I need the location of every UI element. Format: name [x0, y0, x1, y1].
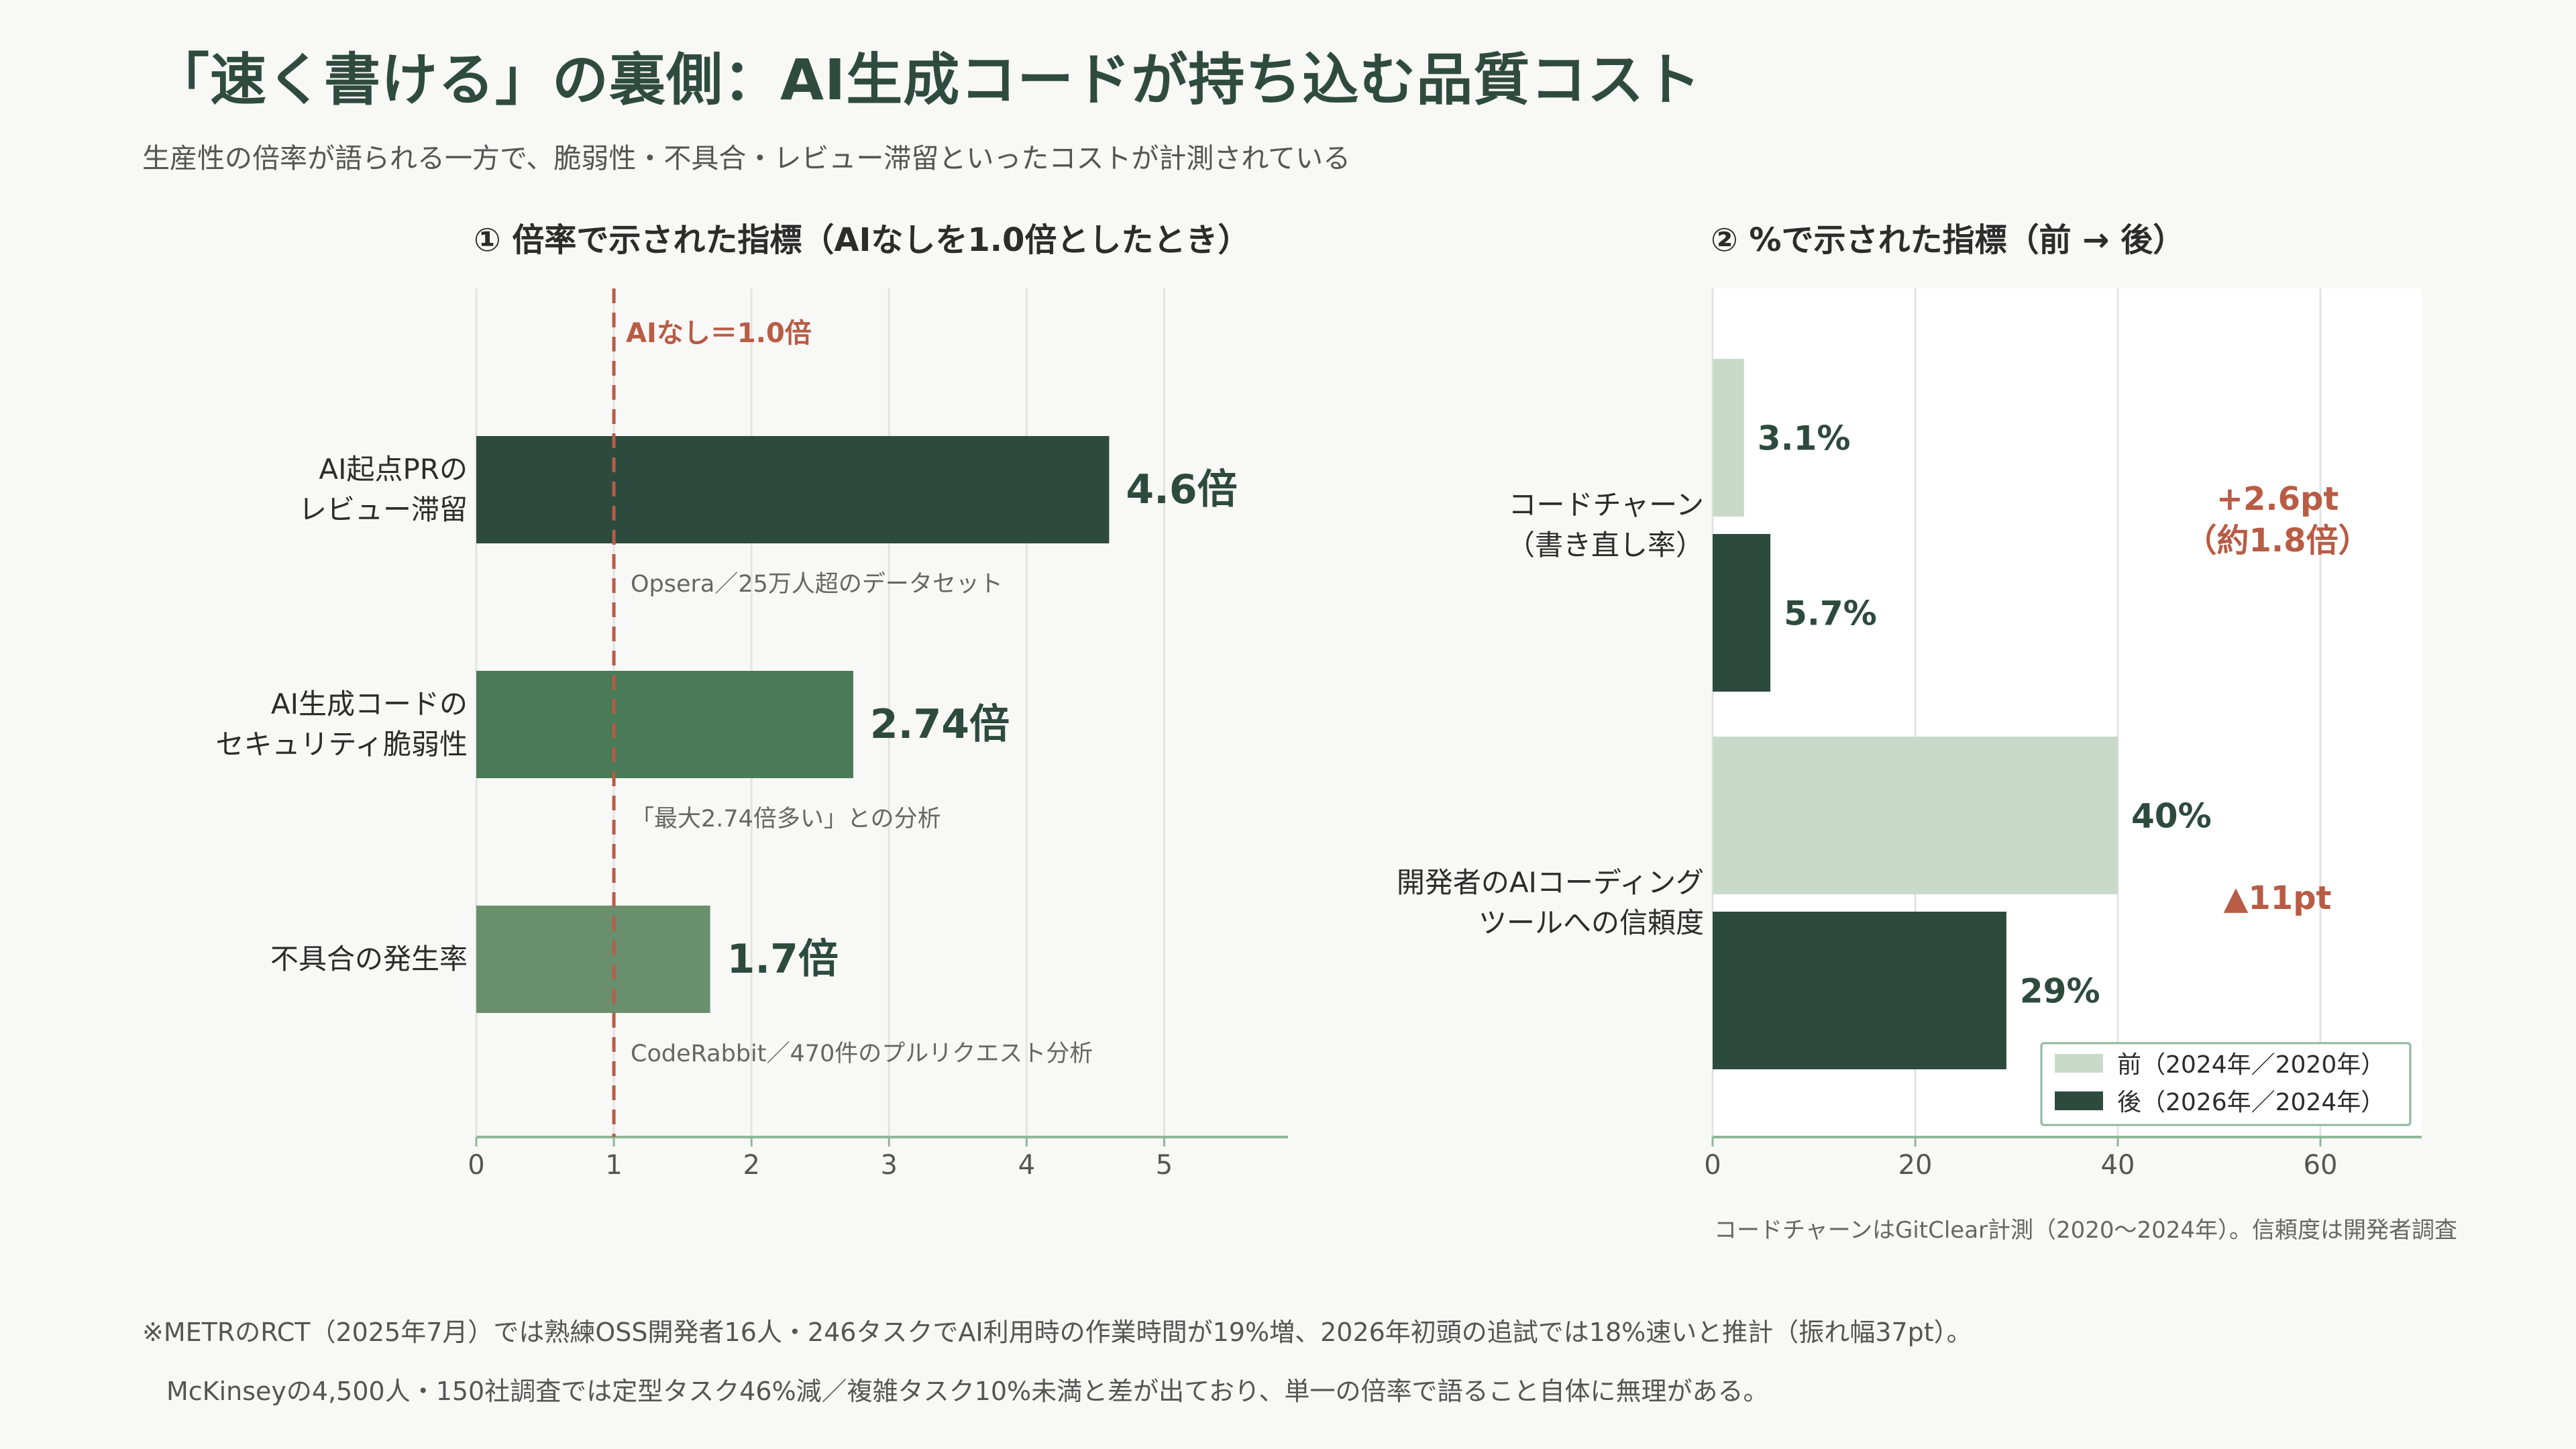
chart2-category-label: 開発者のAIコーディング [1397, 866, 1704, 899]
chart1-value-label: 1.7倍 [727, 936, 839, 983]
chart1-category-label: AI起点PRの [319, 453, 468, 486]
footnote-line-1: ※METRのRCT（2025年7月）では熟練OSS開発者16人・246タスクでA… [142, 1318, 1972, 1347]
chart2-bar [1713, 359, 1744, 517]
chart1-bar [476, 436, 1110, 543]
chart1-reference-label: AIなし＝1.0倍 [626, 318, 812, 349]
chart2-category-label: （書き直し率） [1507, 529, 1704, 561]
chart1-value-label: 4.6倍 [1126, 466, 1237, 513]
page-title: 「速く書ける」の裏側：AI生成コードが持ち込む品質コスト [153, 47, 1702, 113]
chart1-tick-label: 2 [743, 1150, 759, 1181]
chart1-bar [476, 671, 853, 778]
chart1-source-label: 「最大2.74倍多い」との分析 [631, 806, 941, 833]
source-note: コードチャーンはGitClear計測（2020〜2024年）。信頼度は開発者調査 [1714, 1217, 2458, 1244]
chart1-category-label: 不具合の発生率 [270, 943, 468, 975]
chart1-tick-label: 5 [1156, 1150, 1173, 1181]
chart1-bar [476, 906, 710, 1013]
chart1-title: ① 倍率で示された指標（AIなしを1.0倍としたとき） [474, 221, 1250, 259]
chart2-value-label: 5.7% [1784, 594, 1877, 633]
chart1-tick-label: 0 [468, 1150, 484, 1181]
chart2-legend-swatch [2055, 1054, 2103, 1073]
chart1-category-label: セキュリティ脆弱性 [216, 728, 468, 761]
footnote-line-2: McKinseyの4,500人・150社調査では定型タスク46%減／複雑タスク1… [166, 1377, 1769, 1406]
chart1-tick-label: 4 [1018, 1150, 1035, 1181]
chart1-tick-label: 1 [605, 1150, 622, 1181]
chart2-value-label: 3.1% [1758, 419, 1851, 458]
chart2-legend-swatch [2055, 1091, 2103, 1110]
chart2-annotation: ▲11pt [2223, 879, 2331, 917]
chart2-value-label: 40% [2131, 797, 2212, 836]
chart2-value-label: 29% [2020, 972, 2100, 1011]
chart1-category-label: レビュー滞留 [299, 493, 468, 526]
chart1-source-label: Opsera／25万人超のデータセット [631, 571, 1003, 598]
chart2-tick-label: 40 [2101, 1150, 2135, 1181]
chart2-tick-label: 60 [2304, 1150, 2338, 1181]
chart2-annotation: （約1.8倍） [2184, 522, 2370, 559]
chart2-legend-label: 後（2026年／2024年） [2117, 1089, 2385, 1116]
chart2-annotation: +2.6pt [2216, 480, 2339, 518]
chart1-category-label: AI生成コードの [271, 688, 468, 720]
chart1-value-label: 2.74倍 [870, 701, 1010, 748]
chart2-bar [1713, 534, 1771, 692]
chart2-tick-label: 20 [1898, 1150, 1933, 1181]
chart2-bar [1713, 737, 2118, 894]
chart1-tick-label: 3 [881, 1150, 898, 1181]
chart1-source-label: CodeRabbit／470件のプルリクエスト分析 [631, 1040, 1093, 1067]
chart2-category-label: コードチャーン [1509, 488, 1704, 521]
chart2-bar [1713, 912, 2006, 1069]
chart2-legend-label: 前（2024年／2020年） [2117, 1051, 2385, 1079]
chart2-legend [2040, 1042, 2412, 1126]
page-subtitle: 生産性の倍率が語られる一方で、脆弱性・不具合・レビュー滞留といったコストが計測さ… [142, 142, 1351, 174]
chart2-tick-label: 0 [1704, 1150, 1721, 1181]
chart2-category-label: ツールへの信頼度 [1479, 906, 1704, 939]
chart2-title: ② %で示された指標（前 → 後） [1711, 221, 2186, 259]
